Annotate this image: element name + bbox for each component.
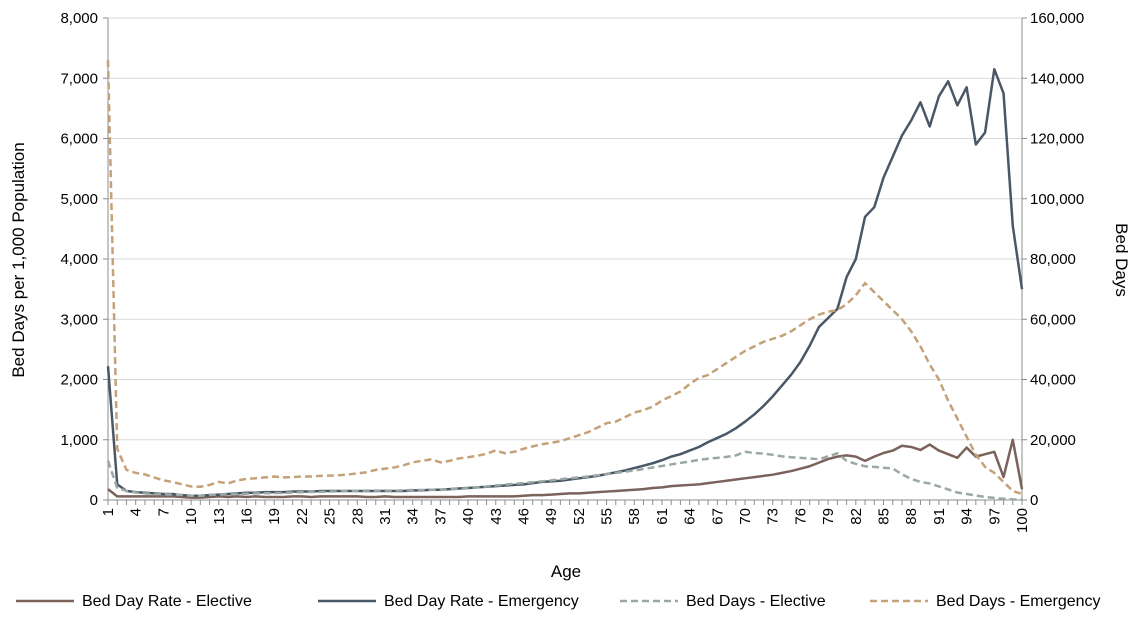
x-tick-label: 10 bbox=[183, 508, 200, 525]
x-tick-label: 76 bbox=[792, 508, 809, 525]
x-tick-label: 1 bbox=[100, 508, 117, 516]
x-tick-label: 79 bbox=[820, 508, 837, 525]
series-line-bed-day-rate-elective bbox=[107, 438, 1024, 499]
legend-label: Bed Day Rate - Emergency bbox=[384, 593, 579, 610]
x-tick-label: 55 bbox=[599, 508, 616, 525]
x-tick-label: 49 bbox=[543, 508, 560, 525]
x-tick-label: 31 bbox=[377, 508, 394, 525]
y2-tick-label: 140,000 bbox=[1030, 70, 1084, 87]
x-tick-label: 97 bbox=[986, 508, 1003, 525]
series-line-bed-days-emergency bbox=[106, 60, 1023, 496]
x-axis-title: Age bbox=[551, 562, 581, 581]
y2-tick-label: 40,000 bbox=[1030, 372, 1076, 389]
gridlines bbox=[108, 17, 1022, 441]
legend-label: Bed Days - Emergency bbox=[936, 593, 1101, 610]
legend-label: Bed Days - Elective bbox=[686, 593, 826, 610]
x-tick-label: 70 bbox=[737, 508, 754, 525]
y2-tick-label: 80,000 bbox=[1030, 251, 1076, 268]
x-tick-label: 58 bbox=[626, 508, 643, 525]
legend-label: Bed Day Rate - Elective bbox=[82, 593, 252, 610]
y2-axis-title: Bed Days bbox=[1112, 223, 1131, 297]
x-tick-label: 91 bbox=[931, 508, 948, 525]
x-tick-label: 19 bbox=[266, 508, 283, 525]
y-tick-label: 3,000 bbox=[60, 311, 98, 328]
x-tick-label: 64 bbox=[682, 508, 699, 525]
x-tick-label: 82 bbox=[848, 508, 865, 525]
x-tick-label: 88 bbox=[903, 508, 920, 525]
y-tick-label: 5,000 bbox=[60, 191, 98, 208]
x-tick-label: 100 bbox=[1014, 508, 1031, 533]
x-tick-label: 73 bbox=[765, 508, 782, 525]
tick-labels: 0 0 1,000 20,000 2,000 40,000 3,000 60,000 4,000… bbox=[60, 10, 1084, 533]
x-tick-label: 4 bbox=[128, 508, 145, 516]
y2-tick-label: 20,000 bbox=[1030, 432, 1076, 449]
x-tick-label: 13 bbox=[211, 508, 228, 525]
x-tick-label: 25 bbox=[322, 508, 339, 525]
y2-tick-label: 60,000 bbox=[1030, 311, 1076, 328]
x-tick-label: 61 bbox=[654, 508, 671, 525]
x-tick-label: 34 bbox=[405, 508, 422, 525]
y-tick-label: 1,000 bbox=[60, 432, 98, 449]
series-lines bbox=[106, 60, 1024, 501]
y2-tick-label: 100,000 bbox=[1030, 191, 1084, 208]
series-line-bed-day-rate-emergency bbox=[106, 67, 1024, 498]
series-line-bed-days-elective bbox=[106, 450, 1023, 501]
axes bbox=[103, 17, 1027, 505]
x-tick-label: 16 bbox=[238, 508, 255, 525]
x-tick-label: 94 bbox=[959, 508, 976, 525]
x-tick-label: 22 bbox=[294, 508, 311, 525]
legend: Bed Day Rate - Elective Bed Day Rate - Em… bbox=[16, 593, 1101, 610]
y-axis-title: Bed Days per 1,000 Population bbox=[9, 142, 28, 377]
y-tick-label: 4,000 bbox=[60, 251, 98, 268]
y-tick-label: 6,000 bbox=[60, 131, 98, 148]
y2-tick-label: 160,000 bbox=[1030, 10, 1084, 27]
x-tick-label: 46 bbox=[515, 508, 532, 525]
y2-tick-label: 120,000 bbox=[1030, 131, 1084, 148]
y-tick-label: 0 bbox=[90, 492, 98, 509]
x-tick-label: 67 bbox=[709, 508, 726, 525]
x-tick-label: 7 bbox=[155, 508, 172, 516]
y-tick-label: 8,000 bbox=[60, 10, 98, 27]
x-tick-label: 52 bbox=[571, 508, 588, 525]
y2-tick-label: 0 bbox=[1030, 492, 1038, 509]
y-tick-label: 2,000 bbox=[60, 372, 98, 389]
y-tick-label: 7,000 bbox=[60, 70, 98, 87]
x-tick-label: 28 bbox=[349, 508, 366, 525]
x-tick-label: 43 bbox=[488, 508, 505, 525]
x-tick-label: 85 bbox=[876, 508, 893, 525]
x-tick-label: 40 bbox=[460, 508, 477, 525]
x-tick-label: 37 bbox=[432, 508, 449, 525]
